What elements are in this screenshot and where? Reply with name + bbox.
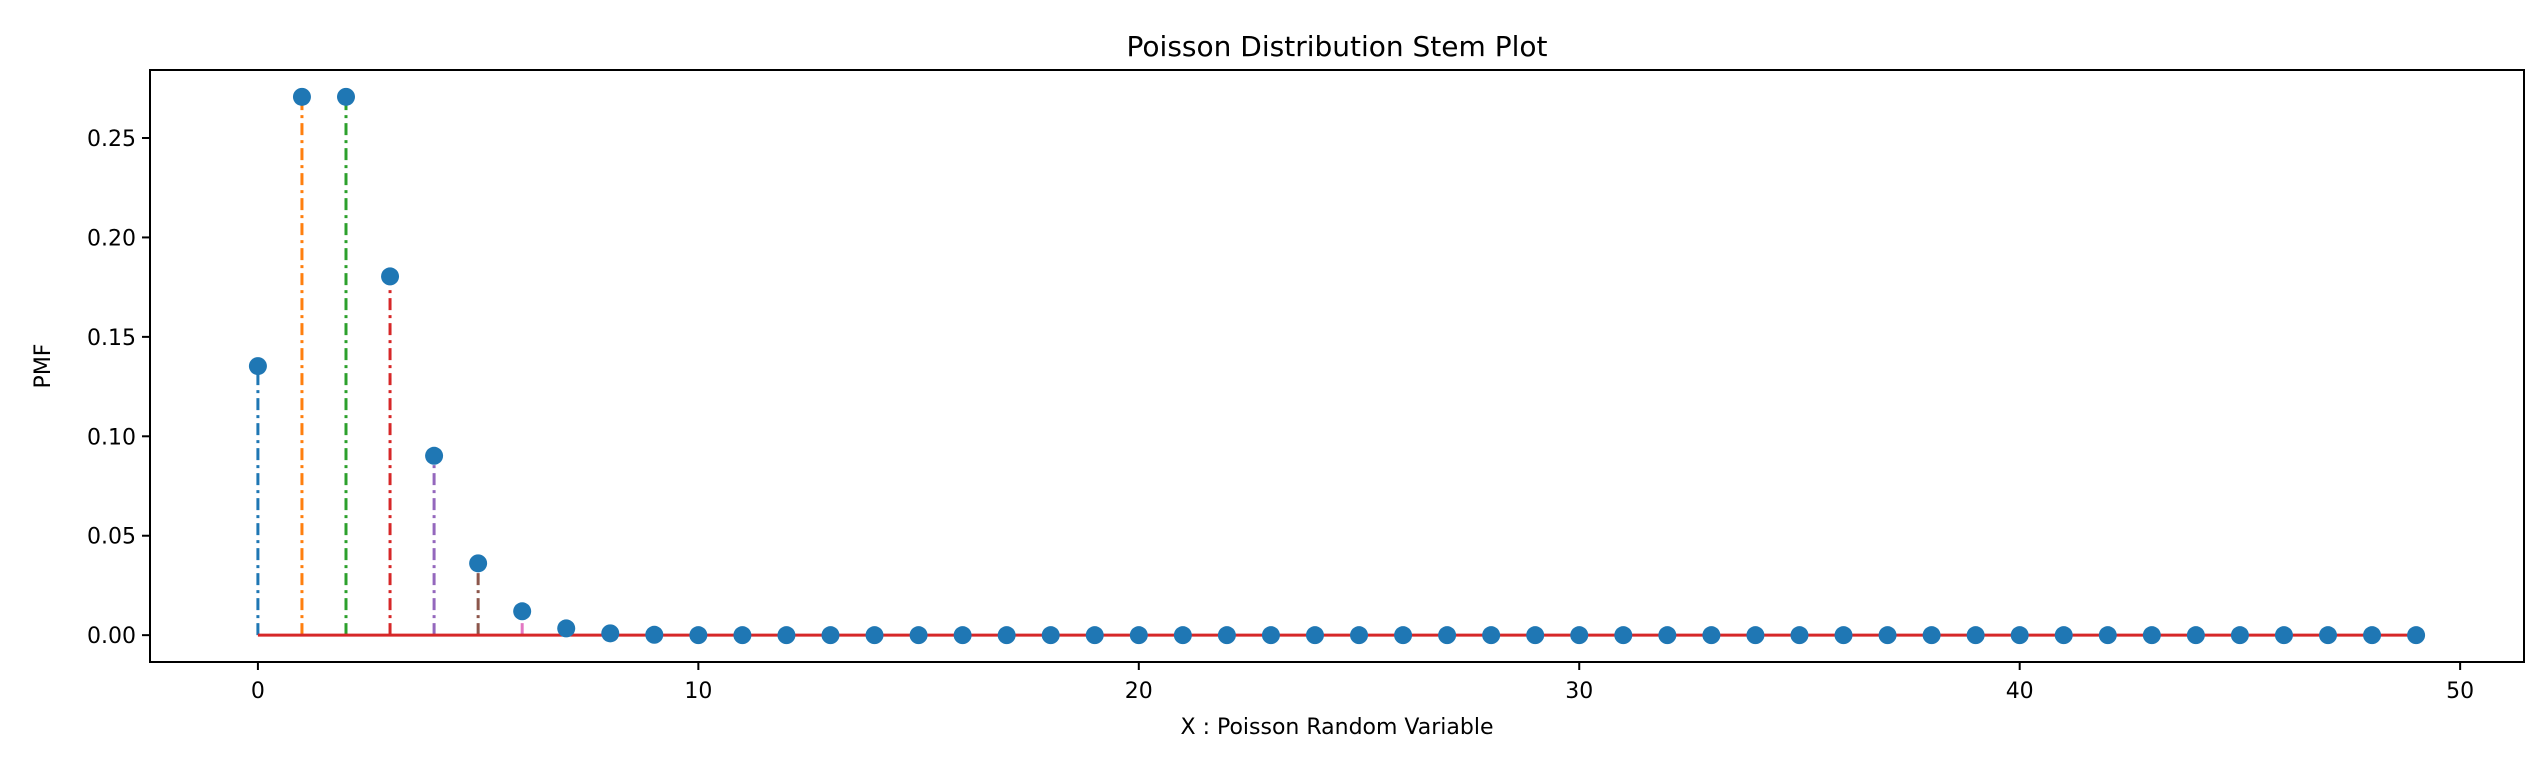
stem-marker [645, 625, 664, 644]
stem-marker [777, 626, 796, 645]
stem-marker [2407, 626, 2426, 645]
stem-marker [733, 626, 752, 645]
stem-marker [557, 619, 576, 638]
plot-area-frame [149, 69, 2525, 663]
stem-marker [1526, 626, 1545, 645]
stem-marker [601, 624, 620, 643]
stem-marker [1878, 626, 1897, 645]
stem-marker [469, 554, 488, 573]
stem-marker [336, 87, 355, 106]
stem-marker [1482, 626, 1501, 645]
stem-marker [1702, 626, 1721, 645]
stem-marker [1129, 626, 1148, 645]
y-tick-label: 0.00 [87, 624, 136, 649]
stem-marker [1922, 626, 1941, 645]
stem-marker [1085, 626, 1104, 645]
stem-marker [2363, 626, 2382, 645]
stem-marker [865, 626, 884, 645]
stem-marker [1834, 626, 1853, 645]
stem-marker [2098, 626, 2117, 645]
stem-marker [1173, 626, 1192, 645]
stem-marker [953, 626, 972, 645]
stem-marker [2230, 626, 2249, 645]
stem-marker [2274, 626, 2293, 645]
stem-marker [2186, 626, 2205, 645]
stem-marker [2010, 626, 2029, 645]
y-tick-label: 0.05 [87, 525, 136, 550]
stem-marker [997, 626, 1016, 645]
stem-marker [2319, 626, 2338, 645]
stem-marker [292, 87, 311, 106]
y-tick-label: 0.25 [87, 127, 136, 152]
y-tick-label: 0.20 [87, 226, 136, 251]
stem-marker [1041, 626, 1060, 645]
x-tick-label: 10 [684, 679, 712, 704]
x-tick-label: 30 [1565, 679, 1593, 704]
y-axis-label: PMF [31, 344, 56, 389]
stem-marker [1394, 626, 1413, 645]
x-tick-label: 0 [251, 679, 265, 704]
x-axis-label: X : Poisson Random Variable [1181, 715, 1494, 740]
stem-marker [1438, 626, 1457, 645]
stem-marker [248, 357, 267, 376]
stem-marker [2054, 626, 2073, 645]
stem-marker [1350, 626, 1369, 645]
stem-marker [1570, 626, 1589, 645]
y-tick-label: 0.10 [87, 425, 136, 450]
stem-marker [1305, 626, 1324, 645]
x-tick-label: 20 [1125, 679, 1153, 704]
stem-marker [821, 626, 840, 645]
stem-marker [1217, 626, 1236, 645]
stem-marker [513, 602, 532, 621]
x-tick-label: 50 [2446, 679, 2474, 704]
chart-title: Poisson Distribution Stem Plot [1127, 30, 1548, 63]
stem-marker [381, 267, 400, 286]
stem-marker [909, 626, 928, 645]
stem-marker [1790, 626, 1809, 645]
stem-marker [2142, 626, 2161, 645]
x-tick-label: 40 [2006, 679, 2034, 704]
y-tick-label: 0.15 [87, 326, 136, 351]
stem-marker [1261, 626, 1280, 645]
stem-marker [425, 446, 444, 465]
stem-marker [1966, 626, 1985, 645]
stem-marker [1746, 626, 1765, 645]
stem-marker [689, 626, 708, 645]
stem-marker [1658, 626, 1677, 645]
stem-marker [1614, 626, 1633, 645]
